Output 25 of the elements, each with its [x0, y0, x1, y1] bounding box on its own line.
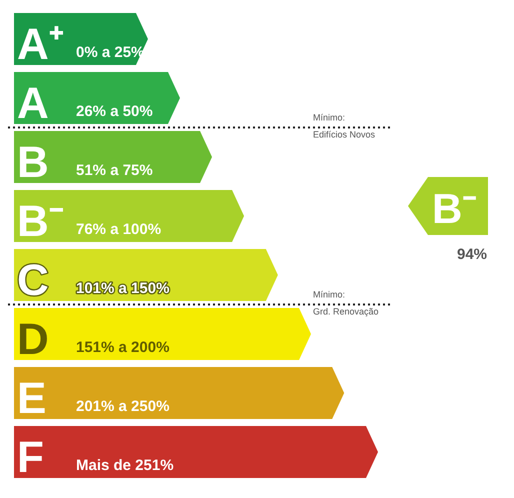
- y-tick-label: A⁺: [17, 20, 64, 69]
- annotation: 101% a 150%: [76, 280, 170, 297]
- annotation: Mais de 251%: [76, 457, 174, 474]
- bar: [14, 308, 312, 360]
- annotation: Mínimo: Edifícios Novos: [313, 112, 376, 140]
- bar: [14, 426, 378, 478]
- annotation: 76% a 100%: [76, 221, 162, 238]
- y-tick-label: D: [17, 315, 49, 364]
- bar: [14, 367, 344, 419]
- y-tick-label: B: [17, 138, 49, 187]
- annotation: 151% a 200%: [76, 339, 170, 356]
- annotation: 26% a 50%: [76, 103, 153, 120]
- y-tick-label: B⁻: [17, 197, 64, 246]
- y-tick-label: F: [17, 433, 44, 482]
- annotation: Mínimo: Grd. Renovação: [313, 290, 379, 316]
- rating-arrow-tag: B⁻: [408, 177, 488, 235]
- annotation: 201% a 250%: [76, 398, 170, 415]
- y-tick-label: E: [17, 374, 46, 423]
- bar: [14, 131, 212, 183]
- text: 94%: [456, 246, 488, 263]
- bar: [14, 72, 180, 124]
- annotation: 51% a 75%: [76, 162, 153, 179]
- bar: [14, 190, 244, 242]
- y-tick-label: C: [17, 256, 49, 305]
- y-tick-label: A: [17, 79, 49, 128]
